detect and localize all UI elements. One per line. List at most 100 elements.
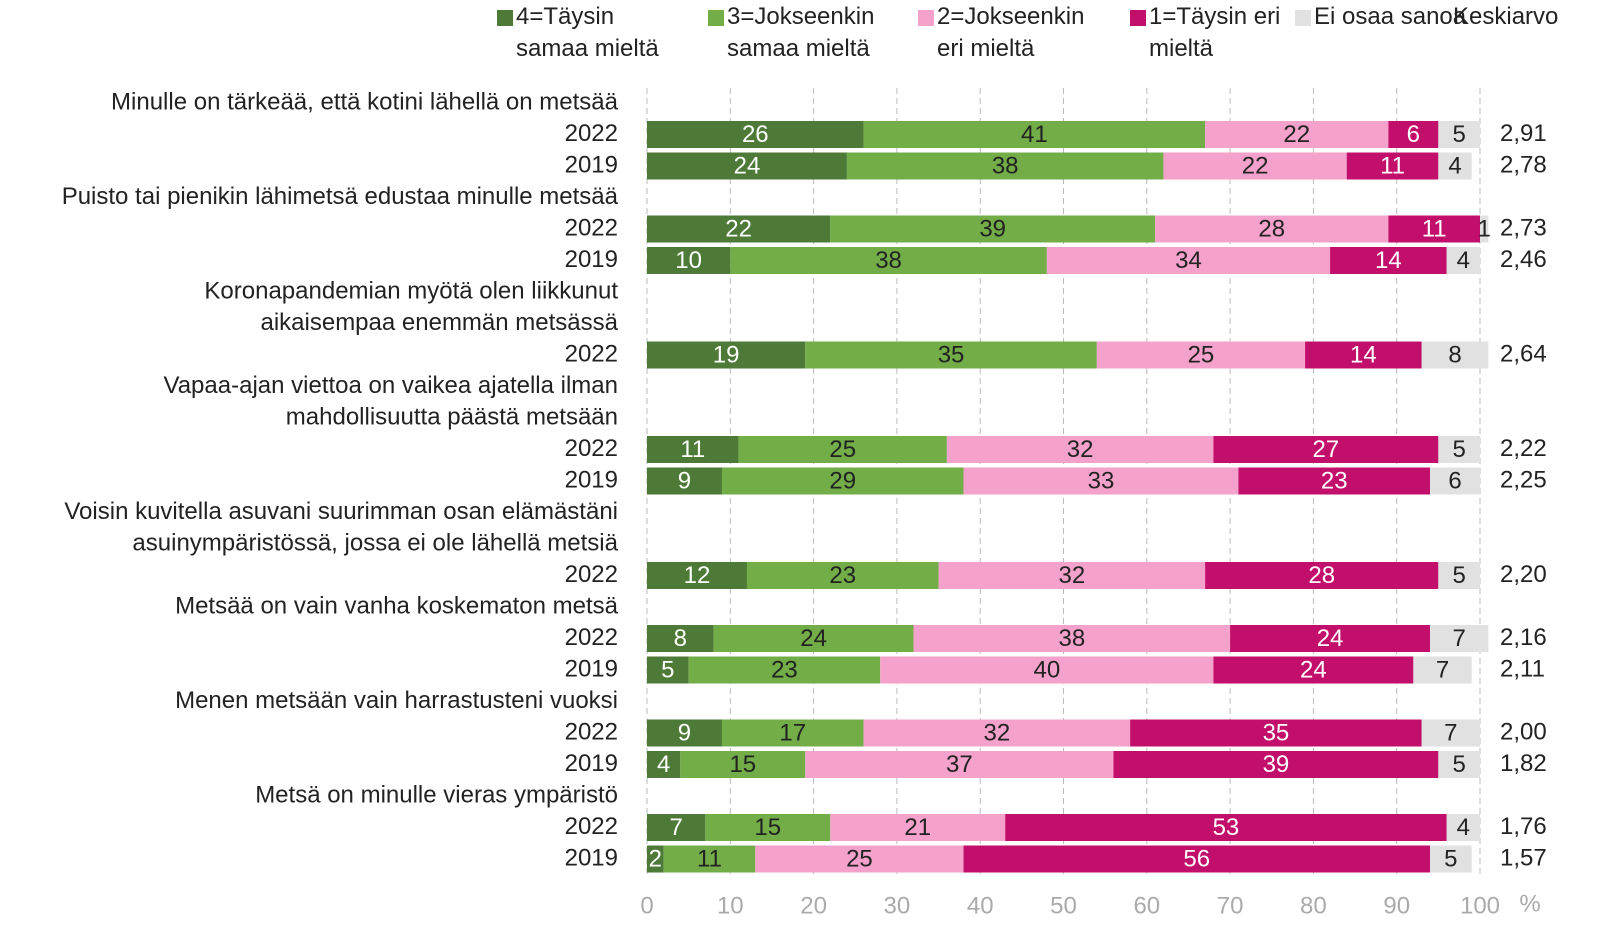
x-tick-label: 40 xyxy=(967,892,994,919)
row-label: 2019 xyxy=(565,655,618,682)
bar-segment xyxy=(1430,467,1480,495)
bar-value-label: 24 xyxy=(1317,625,1344,652)
bar-segment xyxy=(1430,625,1489,652)
bar-segment xyxy=(1421,719,1480,747)
bar-segment xyxy=(1213,656,1414,684)
bar-value-label: 39 xyxy=(1263,751,1290,778)
mean-value: 2,78 xyxy=(1500,151,1547,178)
legend-swatch xyxy=(708,10,724,26)
bar-value-label: 22 xyxy=(725,215,752,242)
bar-segment xyxy=(647,845,664,873)
row-label: 2019 xyxy=(565,246,618,273)
bar-segment xyxy=(647,814,706,841)
mean-value: 2,22 xyxy=(1500,435,1547,462)
bar-segment xyxy=(830,814,1006,841)
bar-segment xyxy=(1205,121,1389,148)
bar-segment xyxy=(663,845,756,873)
bar-segment xyxy=(1213,436,1439,463)
row-label: 2022 xyxy=(565,718,618,745)
group-label: Menen metsään vain harrastusteni vuoksi xyxy=(175,687,618,714)
bar-value-label: 35 xyxy=(1263,719,1290,746)
mean-value: 2,91 xyxy=(1500,120,1547,147)
bar-segment xyxy=(863,121,1206,148)
bar-value-label: 38 xyxy=(875,247,902,274)
x-tick-label: 100 xyxy=(1460,892,1500,919)
bar-value-label: 25 xyxy=(846,845,873,872)
bar-segment xyxy=(1130,719,1422,747)
bar-value-label: 41 xyxy=(1021,121,1048,148)
bar-segment xyxy=(688,656,881,684)
bar-segment xyxy=(755,845,964,873)
bar-value-label: 5 xyxy=(1452,562,1465,589)
bar-segment xyxy=(1430,845,1472,873)
bar-value-label: 53 xyxy=(1213,814,1240,841)
row-label: 2022 xyxy=(565,624,618,651)
bar-value-label: 23 xyxy=(771,656,798,683)
legend-swatch xyxy=(1295,10,1311,26)
bar-segment xyxy=(647,247,731,274)
mean-value: 1,57 xyxy=(1500,844,1547,871)
bar-segment xyxy=(1046,247,1331,274)
bar-value-label: 22 xyxy=(1283,121,1310,148)
bar-value-label: 6 xyxy=(1407,121,1420,148)
bar-value-label: 7 xyxy=(669,814,682,841)
x-tick-label: 60 xyxy=(1133,892,1160,919)
bar-value-label: 23 xyxy=(1321,467,1348,494)
bar-value-label: 23 xyxy=(829,562,856,589)
bar-segment xyxy=(1346,152,1439,180)
bar-value-label: 32 xyxy=(984,719,1011,746)
bar-segment xyxy=(1438,751,1480,778)
bar-segment xyxy=(647,719,722,747)
bar-segment xyxy=(1480,215,1489,243)
bar-value-label: 6 xyxy=(1448,467,1461,494)
legend-label: 2=Jokseenkin eri mieltä xyxy=(937,3,1085,62)
bar-segment xyxy=(680,751,806,778)
mean-value: 2,64 xyxy=(1500,340,1547,367)
bar-segment xyxy=(647,436,739,463)
bar-segment xyxy=(647,215,831,243)
bar-segment xyxy=(1446,814,1480,841)
row-label: 2022 xyxy=(565,340,618,367)
group-label: mahdollisuutta päästä metsään xyxy=(286,403,618,430)
legend-swatch xyxy=(1130,10,1146,26)
bar-value-label: 24 xyxy=(1300,656,1327,683)
group-label: aikaisempaa enemmän metsässä xyxy=(260,309,618,336)
bar-value-label: 24 xyxy=(800,625,827,652)
bar-value-label: 5 xyxy=(661,656,674,683)
bar-value-label: 27 xyxy=(1313,436,1340,463)
bar-segment xyxy=(730,247,1047,274)
bar-segment xyxy=(863,719,1131,747)
bar-segment xyxy=(647,562,747,589)
bar-segment xyxy=(647,152,847,180)
bar-value-label: 25 xyxy=(829,436,856,463)
bar-value-label: 39 xyxy=(979,215,1006,242)
x-tick-label: 0 xyxy=(640,892,653,919)
legend-swatch xyxy=(497,10,513,26)
bar-value-label: 38 xyxy=(1058,625,1085,652)
bar-segment xyxy=(1438,562,1480,589)
row-label: 2022 xyxy=(565,435,618,462)
bar-segment xyxy=(1155,215,1389,243)
group-label: asuinympäristössä, jossa ei ole lähellä … xyxy=(132,529,618,556)
bar-segment xyxy=(705,814,831,841)
bar-segment xyxy=(647,625,714,652)
bar-value-label: 10 xyxy=(675,247,702,274)
x-tick-label: 50 xyxy=(1050,892,1077,919)
x-tick-label: 80 xyxy=(1300,892,1327,919)
bar-value-label: 34 xyxy=(1175,247,1202,274)
bar-segment xyxy=(938,562,1206,589)
x-axis-label: % xyxy=(1519,890,1540,917)
bar-segment xyxy=(830,215,1156,243)
mean-value: 2,46 xyxy=(1500,246,1547,273)
bar-value-label: 14 xyxy=(1375,247,1402,274)
bar-value-label: 7 xyxy=(1444,719,1457,746)
mean-value: 2,25 xyxy=(1500,466,1547,493)
bar-value-label: 21 xyxy=(904,814,931,841)
bar-value-label: 2 xyxy=(649,845,662,872)
bar-value-label: 32 xyxy=(1058,562,1085,589)
bar-value-label: 14 xyxy=(1350,341,1377,368)
bar-value-label: 4 xyxy=(657,751,670,778)
group-label: Puisto tai pienikin lähimetsä edustaa mi… xyxy=(62,183,619,210)
